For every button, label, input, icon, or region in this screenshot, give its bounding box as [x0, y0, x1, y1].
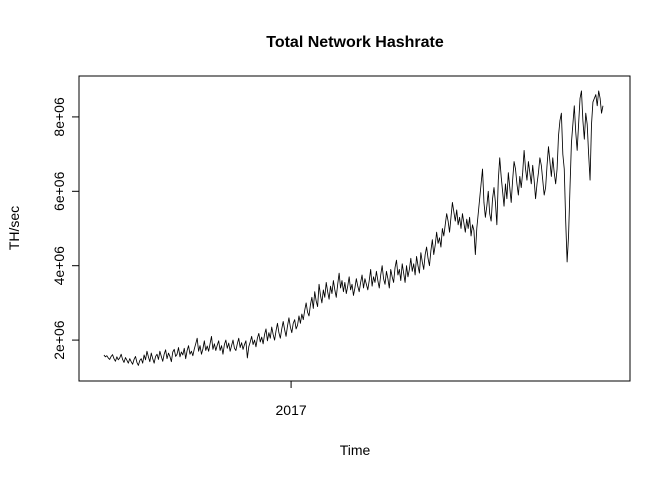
y-tick-label: 2e+06: [51, 320, 67, 360]
x-tick-label: 2017: [276, 402, 307, 418]
y-tick-label: 4e+06: [51, 246, 67, 286]
y-axis-label: TH/sec: [6, 206, 22, 250]
y-tick-label: 6e+06: [51, 171, 67, 211]
plot-box: [78, 75, 631, 382]
series-line: [103, 90, 604, 366]
y-tick-label: 8e+06: [51, 97, 67, 137]
x-axis: 2017: [276, 381, 307, 418]
y-axis: 2e+06 4e+06 6e+06 8e+06: [51, 97, 79, 360]
x-axis-label: Time: [340, 442, 371, 458]
chart-title: Total Network Hashrate: [266, 34, 444, 51]
series-layer: [103, 90, 604, 366]
